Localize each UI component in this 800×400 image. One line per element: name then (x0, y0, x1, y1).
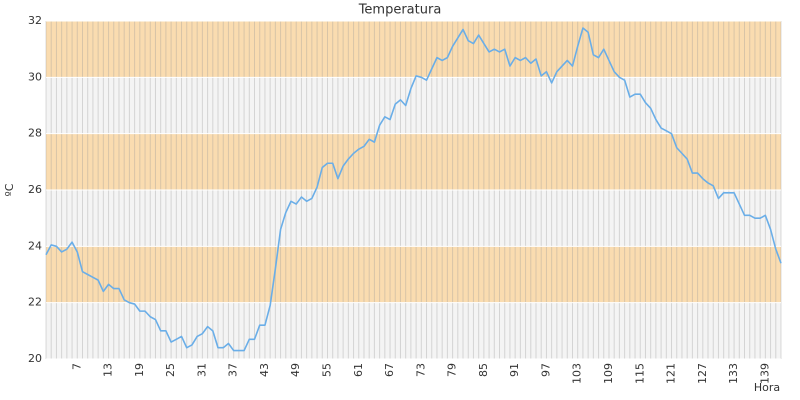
x-tick-label: 25 (164, 363, 177, 377)
x-axis-label: Hora (754, 381, 780, 394)
x-tick-label: 55 (320, 363, 333, 377)
x-tick-label: 133 (727, 363, 740, 384)
y-tick-label: 20 (28, 352, 42, 365)
band (46, 21, 781, 78)
x-tick-label: 13 (102, 363, 115, 377)
x-tick-label: 67 (383, 363, 396, 377)
x-tick-label: 7 (70, 363, 83, 370)
series-line (45, 27, 782, 352)
y-tick-label: 22 (28, 296, 42, 309)
x-tick-label: 103 (571, 363, 584, 384)
y-tick-label: 28 (28, 127, 42, 140)
x-tick-label: 79 (446, 363, 459, 377)
x-tick-label: 73 (414, 363, 427, 377)
x-tick-label: 109 (602, 363, 615, 384)
x-tick-label: 31 (195, 363, 208, 377)
band (46, 246, 781, 303)
y-axis-label: ºC (3, 183, 16, 196)
x-tick-label: 43 (258, 363, 271, 377)
band (46, 133, 781, 190)
x-tick-label: 61 (352, 363, 365, 377)
chart-title: Temperatura (358, 3, 442, 18)
x-tick-label: 19 (133, 363, 146, 377)
x-tick-label: 115 (633, 363, 646, 384)
x-tick-label: 121 (665, 363, 678, 384)
y-tick-label: 32 (28, 14, 42, 27)
y-tick-label: 24 (28, 239, 42, 252)
x-tick-label: 139 (758, 363, 771, 384)
x-tick-label: 37 (227, 363, 240, 377)
x-tick-label: 97 (539, 363, 552, 377)
y-tick-label: 30 (28, 70, 42, 83)
x-tick-label: 49 (289, 363, 302, 377)
x-tick-label: 85 (477, 363, 490, 377)
x-tick-label: 91 (508, 363, 521, 377)
y-tick-label: 26 (28, 183, 42, 196)
x-tick-label: 127 (696, 363, 709, 384)
